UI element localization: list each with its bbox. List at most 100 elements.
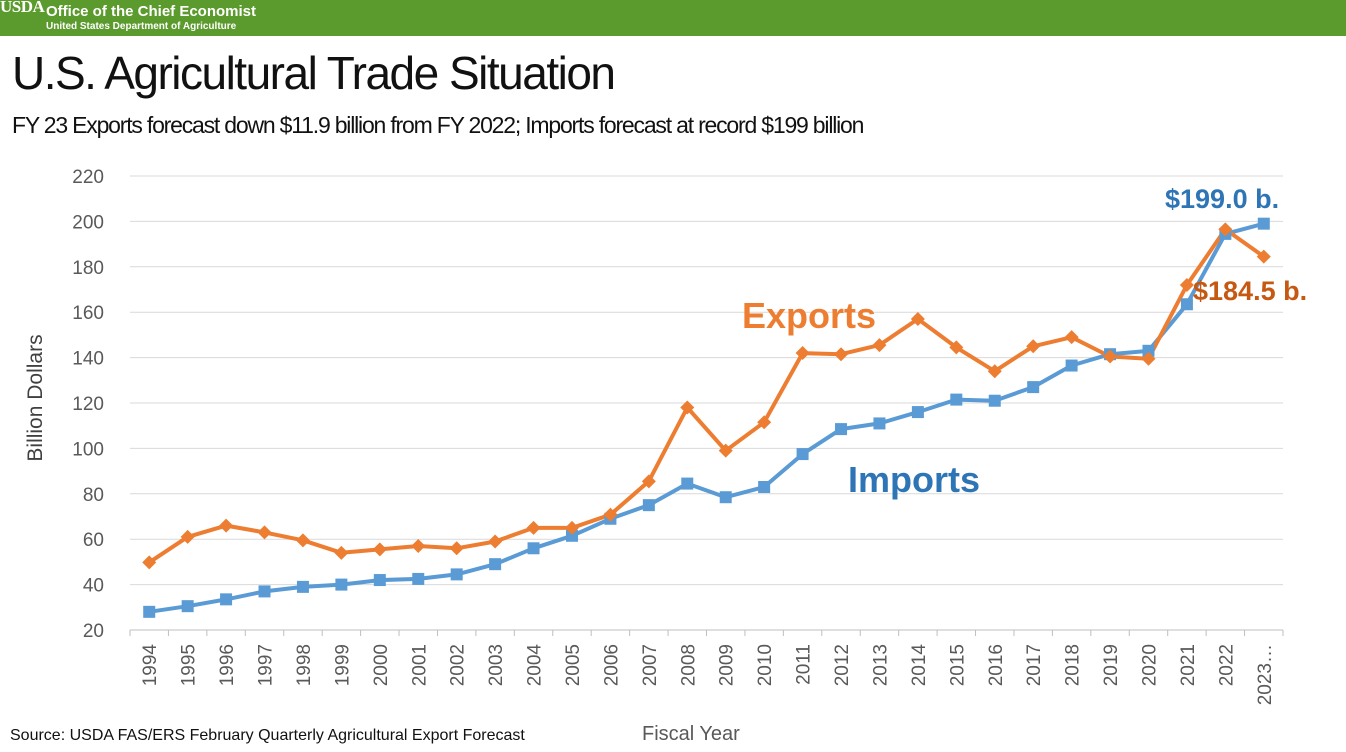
x-tick-label: 2022 <box>1216 644 1237 686</box>
page-title: U.S. Agricultural Trade Situation <box>12 47 616 99</box>
imports-point <box>796 448 809 461</box>
series-lines <box>148 221 1265 614</box>
x-tick-label: 2007 <box>640 644 661 686</box>
exports-point <box>949 340 964 355</box>
imports-point <box>758 480 771 493</box>
exports-point <box>219 518 234 533</box>
dept-name: United States Department of Agriculture <box>46 21 237 32</box>
imports-point <box>988 394 1001 407</box>
exports-point <box>180 529 195 544</box>
exports-point <box>834 347 849 362</box>
exports-point <box>1179 277 1194 292</box>
y-tick-label: 20 <box>83 621 104 642</box>
imports-point <box>835 423 848 436</box>
exports-point <box>680 400 695 415</box>
org-name: Office of the Chief Economist <box>46 3 257 20</box>
x-tick-label: 1996 <box>217 644 238 686</box>
x-tick-label: 2021 <box>1178 644 1199 686</box>
y-tick-label: 100 <box>72 439 104 460</box>
exports-point <box>411 539 426 554</box>
x-tick-label: 2015 <box>947 644 968 686</box>
imports-point <box>873 417 886 430</box>
x-tick-label: 1994 <box>140 644 161 687</box>
exports-point <box>1218 222 1233 237</box>
x-tick-label: 2005 <box>563 644 584 686</box>
exports-label: Exports <box>742 295 876 336</box>
exports-point <box>449 541 464 556</box>
x-tick-label: 2023… <box>1255 644 1276 705</box>
y-tick-label: 160 <box>72 303 104 324</box>
exports-point <box>872 338 887 353</box>
exports-point <box>488 534 503 549</box>
y-tick-label: 220 <box>72 167 104 188</box>
imports-point <box>642 499 655 512</box>
exports-point <box>1256 249 1271 264</box>
exports-point <box>142 555 157 570</box>
y-tick-label: 200 <box>72 212 104 233</box>
exports-point <box>757 415 772 430</box>
series-markers <box>142 217 1271 618</box>
imports-label: Imports <box>848 459 980 500</box>
exports-point <box>526 520 541 535</box>
exports-point <box>603 507 618 522</box>
imports-point <box>1065 359 1078 372</box>
exports-point <box>334 545 349 560</box>
x-tick-label: 2013 <box>870 644 891 686</box>
x-tick-label: 2006 <box>601 644 622 686</box>
imports-point <box>181 600 194 613</box>
trade-line-chart: 20 40 60 80 100 120 140 160 180 200 220 Billion Dol… <box>24 167 1307 705</box>
x-tick-label: 1995 <box>179 644 200 686</box>
y-tick-label: 140 <box>72 349 104 370</box>
imports-point <box>565 529 578 542</box>
source-note: Source: USDA FAS/ERS February Quarterly … <box>10 727 525 744</box>
exports-point <box>795 346 810 361</box>
exports-point <box>1026 339 1041 354</box>
imports-point <box>911 406 924 419</box>
usda-logo: USDA <box>0 0 45 16</box>
imports-point <box>527 542 540 555</box>
imports-point <box>296 580 309 593</box>
imports-point <box>489 558 502 571</box>
imports-point <box>950 393 963 406</box>
x-tick-label: 1999 <box>332 644 353 686</box>
imports-point <box>450 568 463 581</box>
exports-point <box>718 443 733 458</box>
exports-point <box>564 520 579 535</box>
y-tick-label: 180 <box>72 258 104 279</box>
imports-point <box>1180 298 1193 311</box>
exports-point <box>257 525 272 540</box>
x-tick-label: 2008 <box>678 644 699 686</box>
y-axis-title: Billion Dollars <box>24 334 47 461</box>
x-tick-label: 2016 <box>986 644 1007 686</box>
exports-point <box>1141 351 1156 366</box>
x-tick-label: 2011 <box>794 644 815 685</box>
x-axis-title: Fiscal Year <box>642 723 740 745</box>
x-tick-label: 2019 <box>1101 644 1122 686</box>
x-tick-label: 2000 <box>371 644 392 686</box>
gridlines <box>130 175 1283 631</box>
imports-value-label: $199.0 b. <box>1165 184 1279 214</box>
exports-line <box>148 227 1265 565</box>
y-tick-label: 120 <box>72 394 104 415</box>
x-tick-label: 2010 <box>755 644 776 686</box>
imports-point <box>258 585 271 598</box>
x-tick-label: 2018 <box>1063 644 1084 686</box>
exports-value-label: $184.5 b. <box>1193 276 1307 306</box>
imports-point <box>681 477 694 490</box>
x-tick-label: 2014 <box>909 644 930 687</box>
y-tick-label: 40 <box>83 576 104 597</box>
imports-point <box>1142 344 1155 357</box>
annotations: Exports Imports $199.0 b. $184.5 b. <box>742 184 1307 500</box>
exports-point <box>295 533 310 548</box>
exports-point <box>987 364 1002 379</box>
header-banner: USDA Office of the Chief Economist Unite… <box>0 0 1346 36</box>
y-tick-label: 60 <box>83 530 104 551</box>
imports-point <box>1027 381 1040 394</box>
x-tick-label: 2009 <box>717 644 738 686</box>
imports-point <box>335 578 348 591</box>
imports-point <box>412 572 425 585</box>
x-tick-label: 1998 <box>294 644 315 686</box>
y-tick-label: 80 <box>83 485 104 506</box>
x-tick-label: 2001 <box>409 644 430 686</box>
imports-line <box>148 221 1265 614</box>
